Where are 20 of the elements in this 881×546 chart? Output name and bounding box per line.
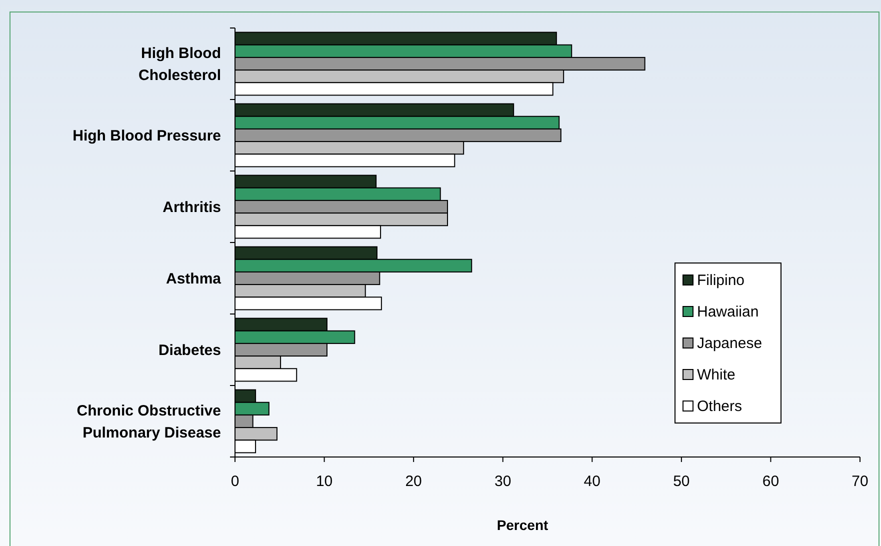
y-tick-label: High Blood Pressure: [72, 127, 221, 144]
y-tick-label: High Blood Cholesterol: [138, 44, 221, 84]
x-tick-label: 50: [673, 473, 690, 490]
legend-label: Others: [697, 398, 742, 415]
y-tick-label: Diabetes: [158, 342, 221, 359]
legend-label: Hawaiian: [697, 304, 759, 320]
x-tick-label: 70: [852, 473, 868, 490]
y-tick-label: Asthma: [166, 270, 222, 288]
y-tick-label: Chronic Obstructive Pulmonary Disease: [76, 402, 221, 442]
x-tick-label: 60: [762, 473, 780, 490]
x-tick-label: 30: [494, 473, 512, 490]
x-tick-label: 40: [584, 473, 600, 490]
legend-label: White: [697, 366, 736, 384]
x-tick-label: 0: [230, 473, 240, 490]
legend-label: Japanese: [697, 335, 762, 352]
x-tick-label: 10: [316, 473, 333, 490]
x-axis-title: Percent: [496, 517, 549, 533]
legend-label: Filipino: [697, 272, 745, 289]
x-tick-label: 20: [405, 473, 422, 490]
y-tick-label: Arthritis: [162, 198, 221, 216]
